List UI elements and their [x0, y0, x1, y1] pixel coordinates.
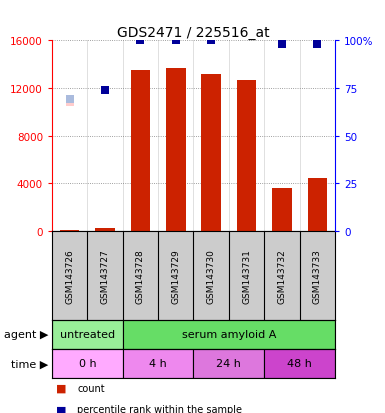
Bar: [52, 320, 123, 349]
Bar: [193, 349, 264, 378]
Text: GSM143727: GSM143727: [100, 248, 110, 303]
Bar: [264, 349, 335, 378]
Text: time ▶: time ▶: [11, 358, 48, 368]
Bar: [123, 349, 193, 378]
Bar: [123, 320, 335, 349]
Bar: [52, 349, 123, 378]
Text: untreated: untreated: [60, 330, 115, 339]
Text: GSM143730: GSM143730: [207, 248, 216, 303]
Bar: [308, 179, 327, 231]
Text: 0 h: 0 h: [79, 358, 96, 368]
Text: ■: ■: [56, 383, 66, 393]
Text: agent ▶: agent ▶: [4, 330, 48, 339]
Bar: [131, 71, 150, 231]
Text: serum amyloid A: serum amyloid A: [182, 330, 276, 339]
Text: ■: ■: [56, 404, 66, 413]
Text: GSM143729: GSM143729: [171, 248, 180, 303]
Text: 4 h: 4 h: [149, 358, 167, 368]
Text: GSM143728: GSM143728: [136, 248, 145, 303]
Text: GSM143726: GSM143726: [65, 248, 74, 303]
Text: 48 h: 48 h: [287, 358, 312, 368]
Bar: [237, 81, 256, 231]
Text: count: count: [77, 383, 105, 393]
Title: GDS2471 / 225516_at: GDS2471 / 225516_at: [117, 26, 270, 40]
Text: GSM143731: GSM143731: [242, 248, 251, 303]
Text: GSM143732: GSM143732: [277, 248, 286, 303]
Text: GSM143733: GSM143733: [313, 248, 322, 303]
Bar: [95, 229, 115, 231]
Bar: [166, 69, 186, 231]
Bar: [272, 188, 291, 231]
Text: percentile rank within the sample: percentile rank within the sample: [77, 404, 242, 413]
Bar: [201, 74, 221, 231]
Text: 24 h: 24 h: [216, 358, 241, 368]
